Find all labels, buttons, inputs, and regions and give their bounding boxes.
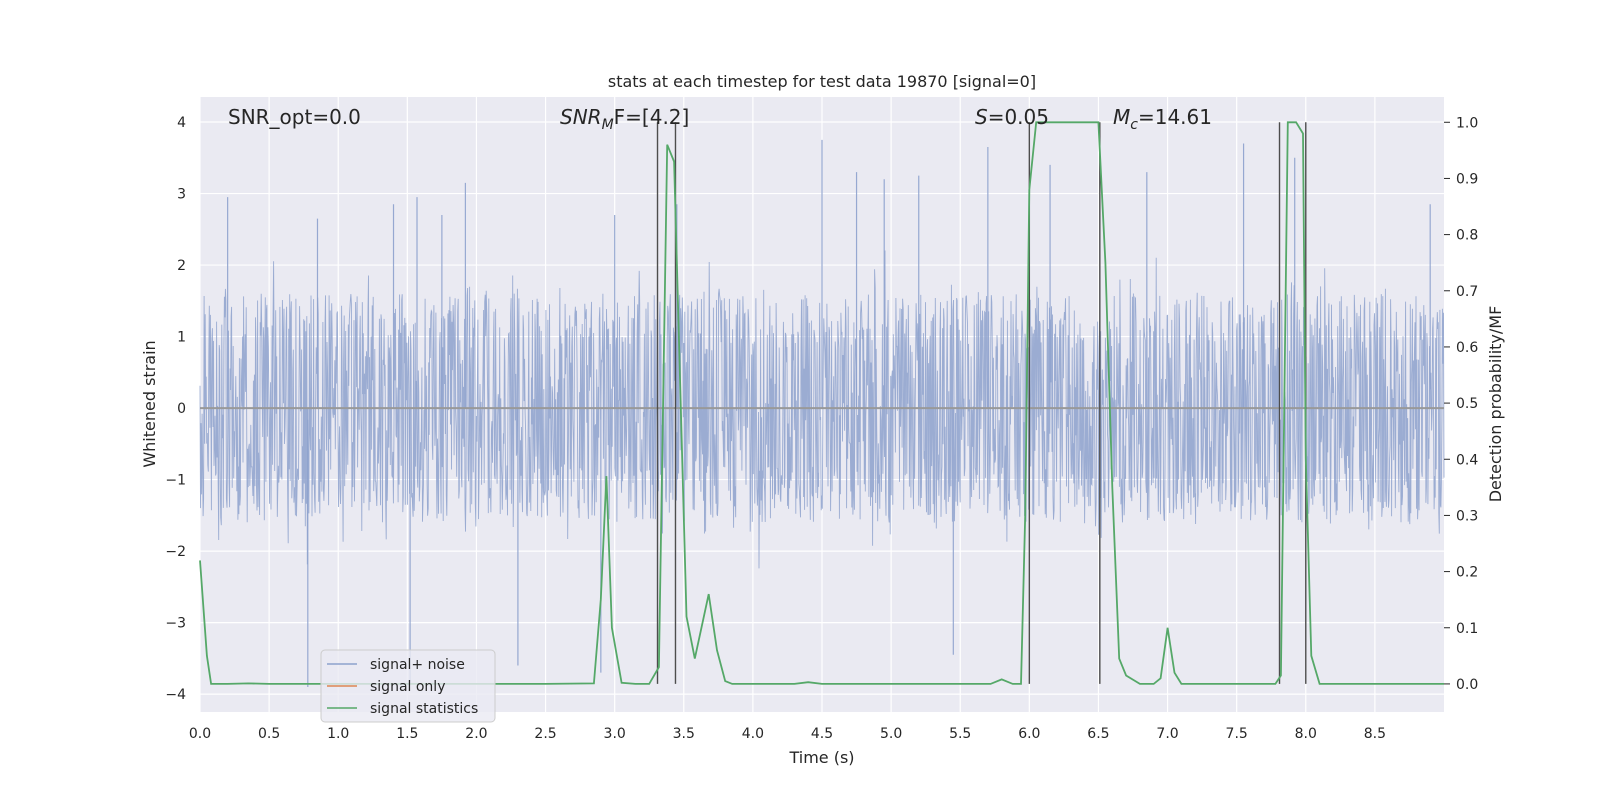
x-tick-label: 4.0: [742, 726, 764, 742]
y-left-tick-label: −1: [165, 473, 186, 489]
y-axis-right-label: Detection probability/MF: [1486, 306, 1505, 503]
x-tick-label: 1.0: [327, 726, 349, 742]
x-tick-label: 7.5: [1226, 726, 1248, 742]
annotation-snr-mf-tail: F=[4.2]: [614, 105, 690, 129]
x-tick-label: 0.0: [189, 726, 211, 742]
x-tick-label: 3.5: [673, 726, 695, 742]
x-tick-label: 6.0: [1018, 726, 1040, 742]
y-left-tick-label: 4: [177, 115, 186, 131]
signal-noise-series: [199, 139, 1445, 687]
annotation-snr-mf: SNRMF=[4.2]: [560, 105, 689, 133]
x-tick-label: 8.5: [1364, 726, 1386, 742]
x-tick-label: 5.0: [880, 726, 902, 742]
y-left-tick-label: −2: [165, 544, 186, 560]
x-tick-label: 6.5: [1087, 726, 1109, 742]
legend-box: [320, 649, 496, 723]
y-left-tick-label: −4: [165, 687, 186, 703]
x-tick-label: 3.0: [604, 726, 626, 742]
signal-statistics-line: [199, 121, 1444, 685]
signal-statistics-series: [199, 121, 1444, 685]
y-right-tick-label: 0.1: [1456, 621, 1478, 637]
y-left-tick-label: 2: [177, 258, 186, 274]
y-right-tick-label: 0.7: [1456, 284, 1478, 300]
y-right-tick-label: 0.2: [1456, 565, 1478, 581]
legend: signal+ noise signal only signal statist…: [320, 649, 496, 723]
annotation-snr-mf-main: SNR: [560, 105, 602, 129]
legend-label-signal-only: signal only: [370, 679, 445, 695]
signal-noise-line: [199, 250, 1445, 569]
annotation-s-val: =0.05: [988, 105, 1049, 129]
y-right-tick-label: 0.0: [1456, 677, 1478, 693]
y-left-tick-label: −3: [165, 616, 186, 632]
y-left-tick-label: 1: [177, 330, 186, 346]
y-axis-left-label: Whitened strain: [140, 340, 159, 467]
legend-label-signal-statistics: signal statistics: [370, 701, 478, 717]
annotation-mc-val: =14.61: [1138, 105, 1212, 129]
y-right-tick-label: 0.3: [1456, 508, 1478, 524]
y-left-tick-label: 3: [177, 187, 186, 203]
y-left-tick-label: 0: [177, 401, 186, 417]
x-tick-label: 4.5: [811, 726, 833, 742]
chart-title: stats at each timestep for test data 198…: [608, 72, 1036, 91]
annotation-mc-var: M: [1113, 105, 1130, 129]
annotation-mc: Mc=14.61: [1113, 105, 1212, 133]
annotation-snr-mf-sub: M: [602, 117, 614, 133]
x-tick-label: 5.5: [949, 726, 971, 742]
x-tick-label: 1.5: [396, 726, 418, 742]
y-right-tick-label: 1.0: [1456, 115, 1478, 131]
y-right-tick-label: 0.9: [1456, 171, 1478, 187]
legend-label-signal-noise: signal+ noise: [370, 657, 465, 673]
axis-ticks: 0.0 0.5 1.0 1.5 2.0 2.5 3.0 3.5 4.0 4.5 5.0 5.5 6.0 6…: [165, 115, 1478, 742]
annotation-snr-opt: SNR_opt=0.0: [228, 105, 361, 129]
y-right-tick-label: 0.8: [1456, 228, 1478, 244]
x-tick-label: 7.0: [1156, 726, 1178, 742]
y-right-tick-label: 0.6: [1456, 340, 1478, 356]
annotation-s-var: S: [975, 105, 988, 129]
annotation-s: S=0.05: [975, 105, 1049, 129]
x-tick-label: 2.5: [534, 726, 556, 742]
x-tick-label: 0.5: [258, 726, 280, 742]
x-tick-label: 2.0: [465, 726, 487, 742]
annotation-mc-sub: c: [1130, 117, 1138, 133]
y-right-tick-label: 0.4: [1456, 452, 1478, 468]
x-tick-label: 8.0: [1295, 726, 1317, 742]
y-right-tick-label: 0.5: [1456, 396, 1478, 412]
x-axis-label: Time (s): [788, 748, 854, 767]
